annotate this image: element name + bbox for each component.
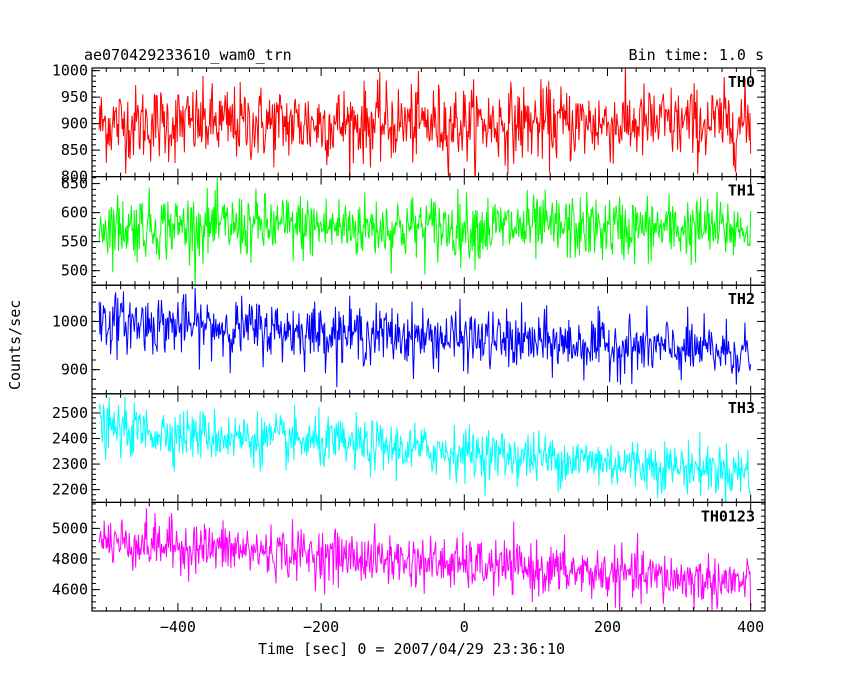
panel-frame-th2: [91, 284, 766, 395]
y-tick-label: 550: [61, 233, 88, 251]
y-tick-label: 900: [61, 361, 88, 379]
y-tick-label: 650: [61, 175, 88, 193]
y-tick-label: 600: [61, 204, 88, 222]
series-line-th0123: [98, 508, 752, 611]
y-tick-label: 2200: [52, 481, 88, 499]
panel-label-th0123: TH0123: [701, 507, 755, 525]
y-tick-label: 2300: [52, 455, 88, 473]
panel-label-th2: TH2: [728, 290, 755, 308]
y-tick-label: 900: [61, 115, 88, 133]
x-tick-label: −400: [160, 618, 196, 636]
y-tick-label: 4600: [52, 581, 88, 599]
series-line-th1: [98, 176, 752, 286]
panel-label-th1: TH1: [728, 182, 755, 200]
y-tick-label: 2500: [52, 404, 88, 422]
panel-label-th3: TH3: [728, 399, 755, 417]
panel-frame-th0123: [91, 501, 766, 612]
series-line-th3: [98, 396, 752, 503]
y-tick-label: 800: [61, 168, 88, 186]
y-tick-label: 1000: [52, 62, 88, 80]
chart-title: ae070429233610_wam0_trn: [84, 46, 292, 64]
series-line-th2: [98, 288, 752, 388]
panel-label-th0: TH0: [728, 73, 755, 91]
x-axis-label: Time [sec] 0 = 2007/04/29 23:36:10: [258, 640, 566, 658]
x-tick-label: 400: [737, 618, 764, 636]
y-tick-label: 1000: [52, 312, 88, 330]
y-tick-label: 950: [61, 88, 88, 106]
y-tick-label: 850: [61, 141, 88, 159]
y-axis-label: Counts/sec: [6, 299, 24, 390]
x-tick-label: 200: [594, 618, 621, 636]
bin-time-label: Bin time: 1.0 s: [628, 46, 764, 64]
y-tick-label: 500: [61, 262, 88, 280]
y-tick-label: 5000: [52, 519, 88, 537]
x-tick-label: 0: [460, 618, 469, 636]
y-tick-label: 2400: [52, 430, 88, 448]
x-tick-label: −200: [303, 618, 339, 636]
series-line-th0: [98, 68, 752, 177]
y-tick-label: 4800: [52, 550, 88, 568]
